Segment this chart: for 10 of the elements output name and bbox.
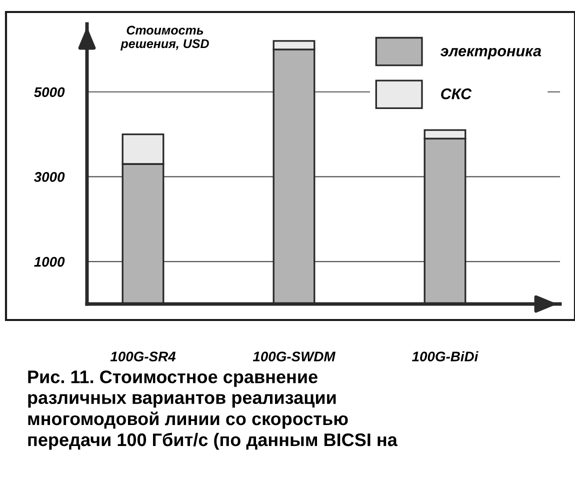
y-axis-title: Стоимость решения, USD: [120, 26, 209, 51]
y-tick-label: 5000: [34, 87, 65, 98]
y-tick-label: 3000: [34, 172, 65, 182]
text: Рис. 11. Стоимостное сравнение различных вариантов реализации многомодовой линии со скоростью передачи 100 Гбит/с (по данным BICSI на: [28, 370, 398, 450]
x-tick-label: 100G-SWDM: [252, 352, 336, 362]
x-tick-label: 100G-BiDi: [412, 351, 478, 362]
legend-label: электроника: [440, 48, 542, 60]
x-tick-label: 100G-SR4: [110, 352, 176, 362]
legend-label: СКС: [441, 88, 472, 100]
y-tick-label: 1000: [34, 256, 65, 267]
